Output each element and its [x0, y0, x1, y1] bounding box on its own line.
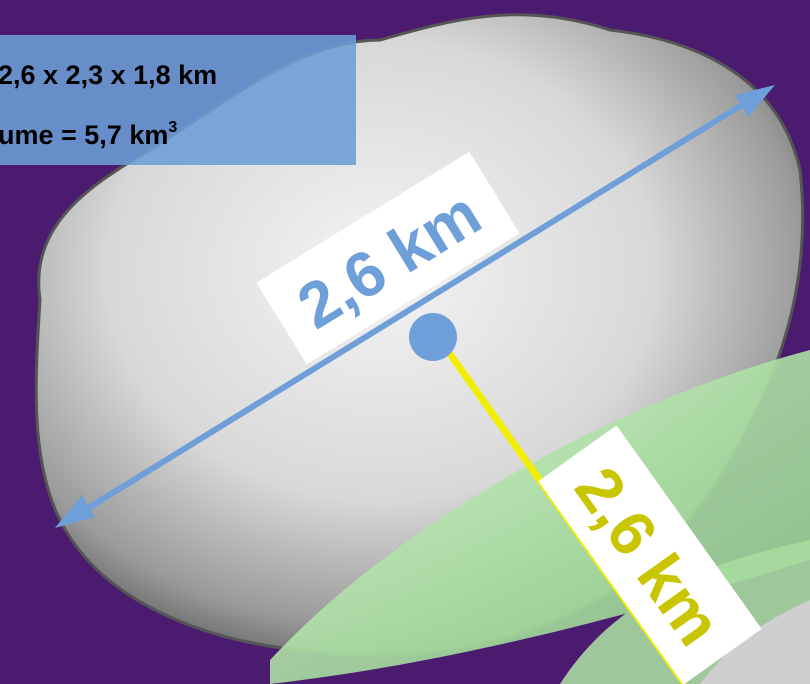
arrow-head — [55, 495, 95, 528]
label-background — [538, 425, 762, 684]
volume-value: ume = 5,7 km — [0, 120, 168, 150]
center-dot — [409, 313, 457, 361]
long-axis-line — [83, 100, 747, 513]
arrow-head — [735, 85, 775, 117]
green-lobe — [270, 350, 810, 684]
info-box — [0, 35, 356, 165]
volume-exponent: 3 — [168, 119, 177, 136]
dimensions-text: 2,6 x 2,3 x 1,8 km — [0, 60, 217, 90]
ring — [700, 600, 810, 684]
volume-text: ume = 5,7 km3 — [0, 119, 177, 150]
label-background — [256, 151, 520, 365]
